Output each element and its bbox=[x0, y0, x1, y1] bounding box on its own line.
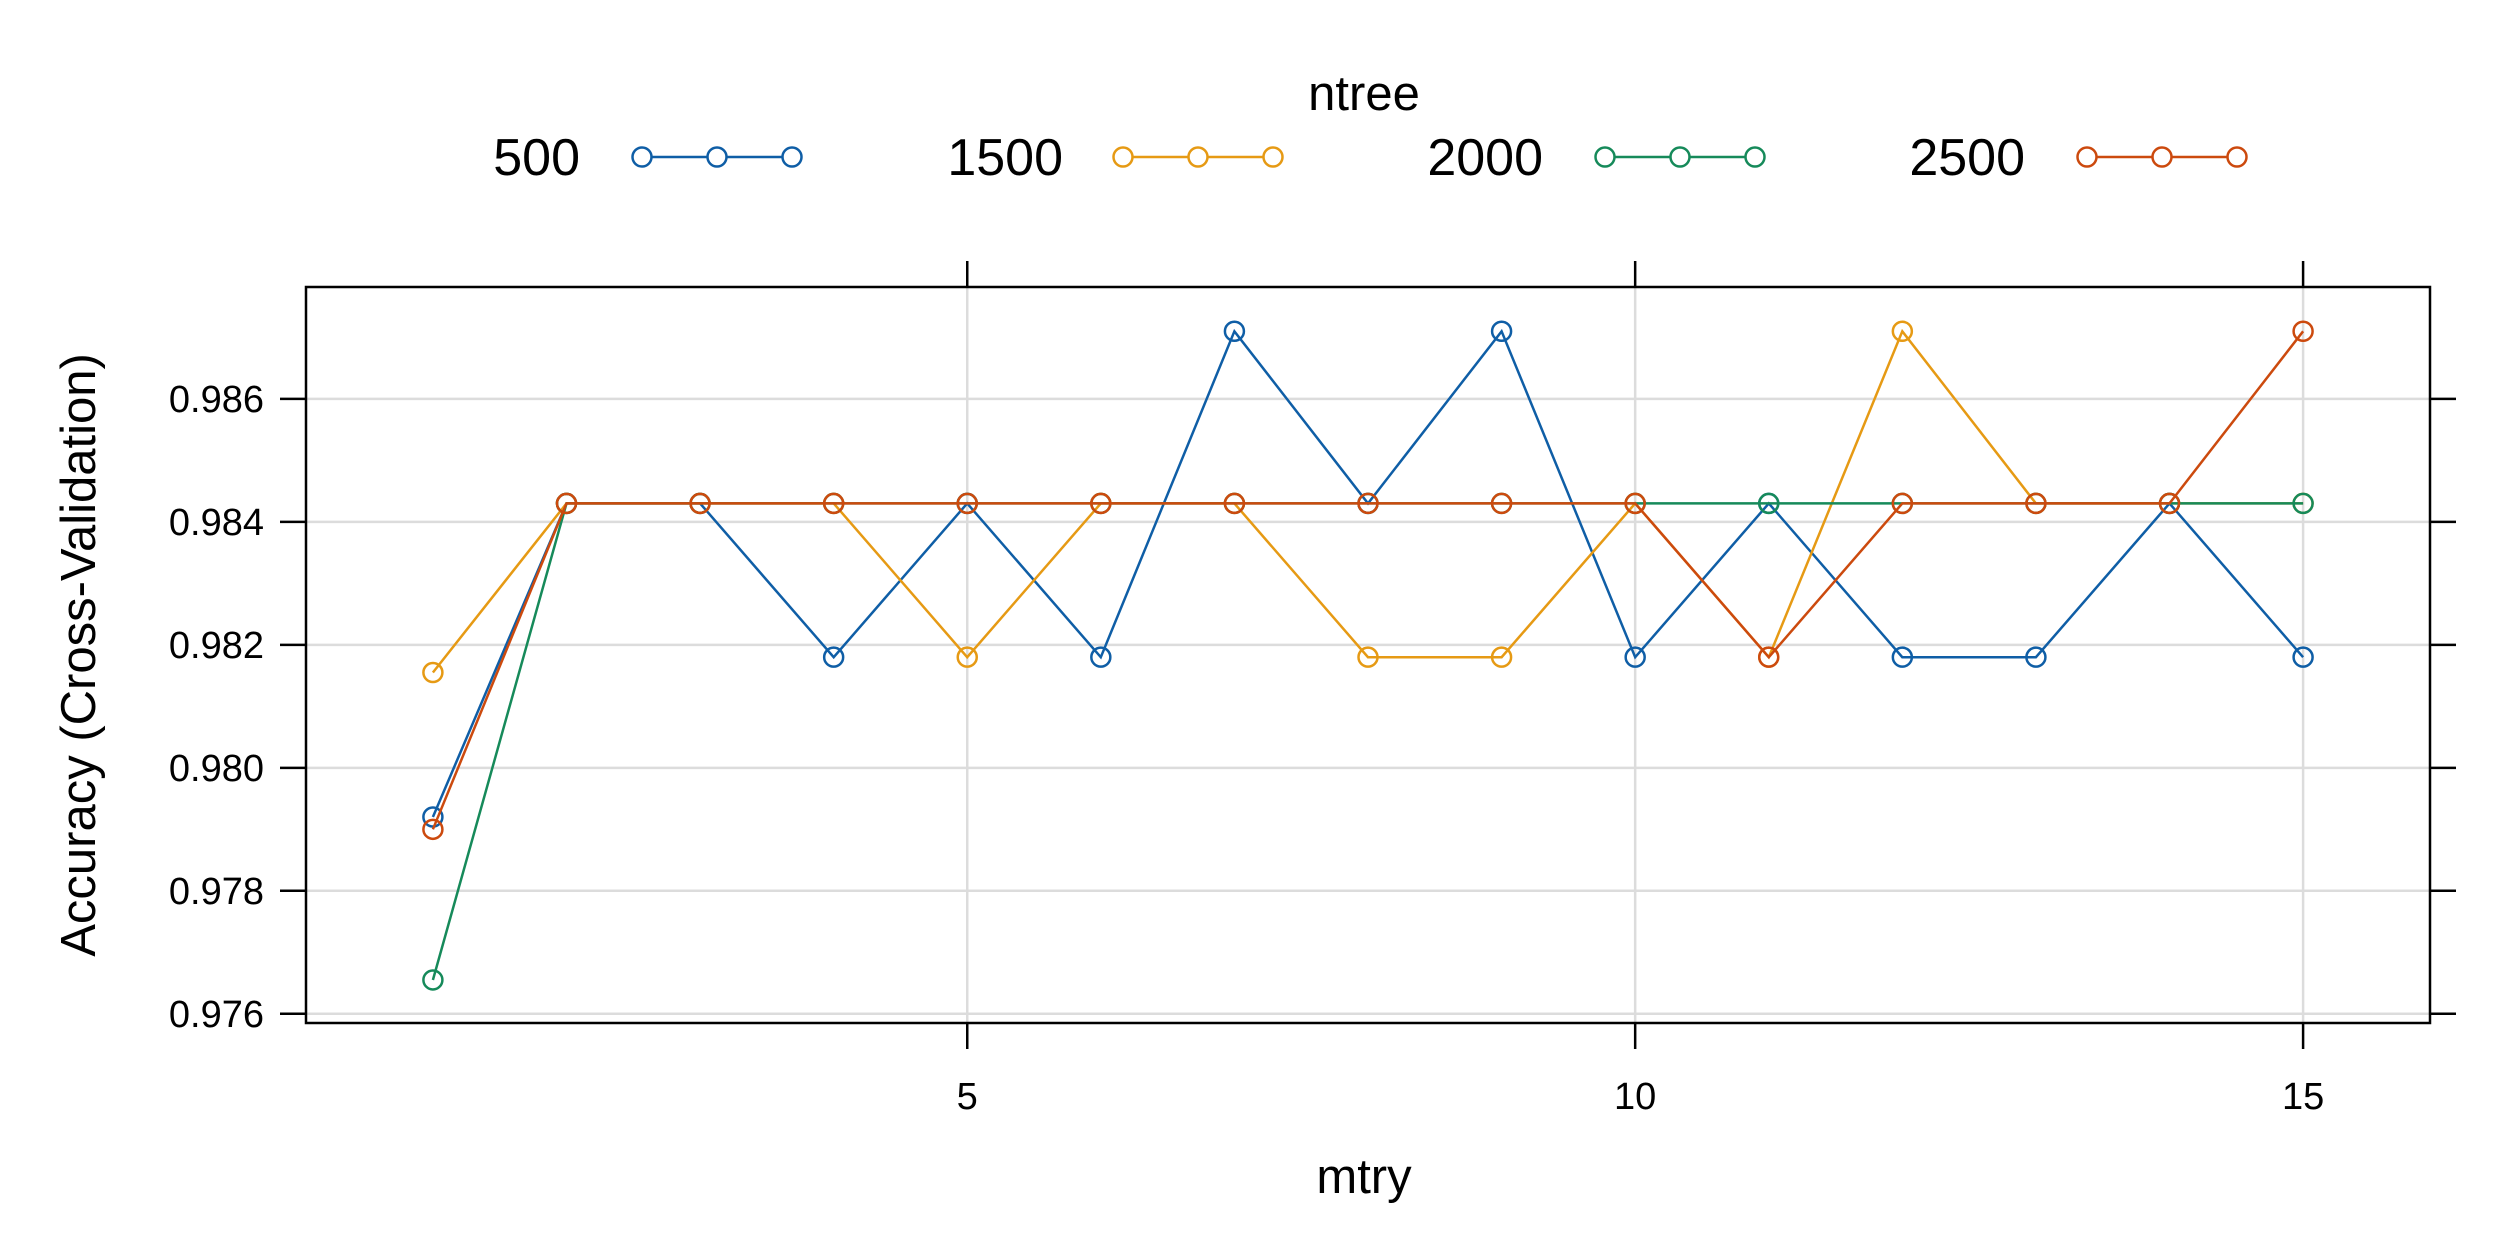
data-point bbox=[1891, 646, 1914, 668]
legend-label: 2500 bbox=[1909, 129, 2025, 187]
data-point bbox=[689, 492, 711, 515]
legend-swatch-marker bbox=[2151, 146, 2173, 168]
data-point bbox=[1223, 492, 1246, 515]
y-tick-label: 0.982 bbox=[169, 625, 264, 667]
data-point bbox=[422, 969, 444, 991]
series-line-500 bbox=[431, 328, 2305, 818]
y-axis-title: Accuracy (Cross-Validation) bbox=[52, 353, 106, 957]
legend[interactable]: ntree 500 1500 2000 2500 bbox=[493, 67, 2248, 187]
data-point bbox=[956, 492, 978, 515]
data-point bbox=[1624, 492, 1646, 515]
series-2000 bbox=[422, 492, 2314, 991]
axis-ticks: 0.976 0.978 0.980 0.982 0.984 0.986 5 10 15 bbox=[169, 261, 2456, 1118]
data-point bbox=[1490, 320, 1513, 343]
data-point bbox=[1758, 646, 1780, 668]
data-point bbox=[422, 818, 444, 841]
x-tick-label: 5 bbox=[957, 1076, 978, 1118]
data-point bbox=[2292, 646, 2314, 668]
data-point bbox=[422, 661, 444, 684]
data-point bbox=[1090, 646, 1112, 668]
legend-title: ntree bbox=[1308, 67, 1420, 121]
y-tick-label: 0.986 bbox=[169, 379, 264, 421]
data-point bbox=[1490, 492, 1513, 515]
data-point bbox=[1223, 320, 1246, 343]
legend-swatch-marker bbox=[1262, 146, 1284, 168]
plot-frame bbox=[304, 285, 2432, 1025]
legend-swatch-marker bbox=[706, 146, 728, 168]
legend-swatch-marker bbox=[631, 146, 653, 168]
x-axis-title: mtry bbox=[1316, 1150, 1412, 1204]
series-2500 bbox=[422, 320, 2314, 841]
data-point bbox=[822, 492, 845, 515]
series-line-2000 bbox=[431, 502, 2304, 981]
series-line-2500 bbox=[431, 330, 2305, 830]
legend-swatch-marker bbox=[2076, 146, 2098, 168]
grid bbox=[306, 287, 2430, 1023]
legend-item-2500[interactable]: 2500 bbox=[1909, 129, 2248, 187]
data-point bbox=[1891, 320, 1914, 343]
data-point bbox=[1357, 492, 1379, 515]
data-point bbox=[2292, 320, 2314, 343]
series-layer bbox=[422, 320, 2314, 991]
data-point bbox=[1891, 492, 1914, 515]
y-tick-label: 0.980 bbox=[169, 748, 264, 790]
legend-item-500[interactable]: 500 bbox=[493, 129, 803, 187]
legend-swatch-marker bbox=[1669, 146, 1691, 168]
legend-label: 2000 bbox=[1427, 129, 1543, 187]
x-tick-label: 10 bbox=[1614, 1076, 1656, 1118]
legend-swatch-marker bbox=[781, 146, 803, 168]
data-point bbox=[1090, 492, 1112, 515]
legend-item-1500[interactable]: 1500 bbox=[947, 129, 1284, 187]
legend-swatch-marker bbox=[1744, 146, 1766, 168]
data-point bbox=[1758, 492, 1780, 515]
legend-swatch-marker bbox=[2226, 146, 2248, 168]
legend-label: 500 bbox=[493, 129, 580, 187]
x-tick-label: 15 bbox=[2282, 1076, 2324, 1118]
legend-swatch-marker bbox=[1594, 146, 1616, 168]
data-point bbox=[2025, 492, 2047, 515]
legend-swatch-marker bbox=[1187, 146, 1209, 168]
data-point bbox=[956, 646, 978, 668]
y-tick-label: 0.978 bbox=[169, 871, 264, 913]
data-point bbox=[1490, 646, 1513, 668]
y-tick-label: 0.976 bbox=[169, 994, 264, 1036]
y-tick-label: 0.984 bbox=[169, 502, 264, 544]
data-point bbox=[555, 492, 578, 515]
legend-item-2000[interactable]: 2000 bbox=[1427, 129, 1766, 187]
series-500 bbox=[422, 320, 2314, 828]
data-point bbox=[1357, 646, 1379, 668]
data-point bbox=[1624, 646, 1646, 668]
data-point bbox=[2025, 646, 2047, 668]
data-point bbox=[822, 646, 845, 668]
legend-label: 1500 bbox=[947, 129, 1063, 187]
data-point bbox=[2158, 492, 2181, 515]
data-point bbox=[2292, 492, 2314, 515]
legend-swatch-marker bbox=[1112, 146, 1134, 168]
